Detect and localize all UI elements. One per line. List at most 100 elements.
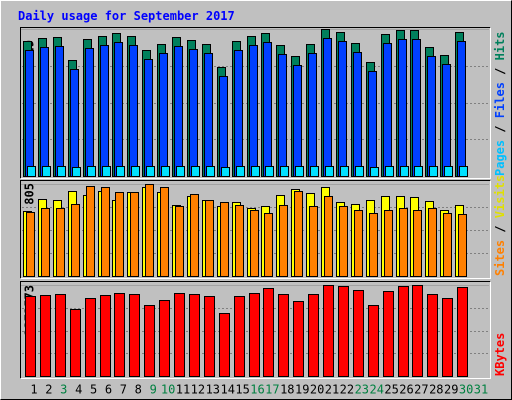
bar	[191, 166, 200, 177]
x-tick-label: 27	[414, 383, 428, 397]
bar	[249, 45, 258, 177]
x-tick-label: 2	[45, 383, 52, 397]
bar	[385, 166, 394, 177]
bar	[70, 69, 79, 177]
x-tick-label: 25	[384, 383, 398, 397]
bar	[85, 48, 94, 177]
bar	[353, 52, 362, 177]
x-tick-label: 23	[355, 383, 369, 397]
bar	[174, 46, 183, 177]
legend-separator: /	[493, 60, 507, 82]
bar	[70, 309, 81, 377]
bar	[399, 208, 408, 277]
bar	[340, 166, 349, 177]
bar	[400, 166, 409, 177]
x-tick-label: 11	[176, 383, 190, 397]
panel-bevel-dark	[20, 281, 491, 379]
x-tick-label: 30	[459, 383, 473, 397]
x-tick-label: 24	[369, 383, 383, 397]
x-tick-label: 16	[250, 383, 264, 397]
bar	[25, 296, 36, 377]
bar	[295, 166, 304, 177]
bar	[338, 41, 347, 177]
bar	[413, 210, 422, 277]
x-tick-label: 31	[474, 383, 488, 397]
panel-bevel-light	[20, 27, 491, 179]
bar	[353, 290, 364, 377]
bar	[251, 166, 260, 177]
panel-bevel-dark	[20, 27, 491, 179]
x-tick-label: 28	[429, 383, 443, 397]
legend: KBytes	[493, 333, 507, 376]
bar	[144, 59, 153, 177]
bar	[265, 166, 274, 177]
bar	[234, 296, 245, 377]
legend-entry: Hits	[493, 31, 507, 60]
bar	[204, 296, 215, 377]
x-tick-label: 6	[105, 383, 112, 397]
bar	[427, 56, 436, 177]
bar	[189, 294, 200, 377]
bar	[129, 294, 140, 377]
bar	[42, 166, 51, 177]
bar	[325, 166, 334, 177]
legend-entry: Sites	[493, 240, 507, 276]
bar	[159, 300, 170, 377]
bar	[459, 166, 468, 177]
bar	[293, 301, 304, 377]
bar	[383, 43, 392, 177]
bar	[205, 200, 214, 277]
panel-bevel-light	[20, 281, 491, 379]
x-tick-label: 10	[161, 383, 175, 397]
bar	[41, 208, 50, 277]
bar	[204, 53, 213, 177]
legend: Sites / Visits	[493, 175, 507, 276]
panel-bevel-light	[20, 180, 491, 279]
x-tick-label: 18	[280, 383, 294, 397]
bar	[264, 213, 273, 277]
x-tick-label: 7	[120, 383, 127, 397]
bar	[189, 49, 198, 177]
bar	[174, 293, 185, 377]
x-tick-label: 19	[295, 383, 309, 397]
bar	[368, 305, 379, 377]
bar	[102, 166, 111, 177]
bar	[294, 191, 303, 277]
bar	[338, 286, 349, 377]
bar	[263, 42, 272, 177]
bar	[190, 194, 199, 277]
legend: Pages / Files / Hits	[493, 31, 507, 176]
x-tick-label: 29	[444, 383, 458, 397]
legend-separator: /	[493, 118, 507, 140]
bar	[280, 166, 289, 177]
bar	[159, 53, 168, 177]
bar	[278, 54, 287, 177]
bar	[398, 286, 409, 377]
bar	[412, 285, 423, 377]
bar	[384, 210, 393, 277]
bar	[324, 196, 333, 277]
bar	[383, 291, 394, 377]
bar	[323, 38, 332, 177]
bar	[87, 166, 96, 177]
x-tick-label: 3	[60, 383, 67, 397]
bar	[293, 65, 302, 177]
bar	[457, 41, 466, 177]
bar	[115, 192, 124, 277]
bar	[26, 212, 35, 277]
bar	[40, 47, 49, 177]
bar	[71, 204, 80, 277]
x-tick-label: 26	[399, 383, 413, 397]
bar	[25, 50, 34, 177]
x-tick-label: 14	[220, 383, 234, 397]
panel-bevel-dark	[20, 180, 491, 279]
bar	[175, 206, 184, 277]
bar	[369, 213, 378, 277]
bar	[444, 166, 453, 177]
bar	[309, 206, 318, 277]
bar	[236, 166, 245, 177]
bar	[72, 167, 81, 177]
bar	[458, 214, 467, 277]
bar	[234, 50, 243, 177]
